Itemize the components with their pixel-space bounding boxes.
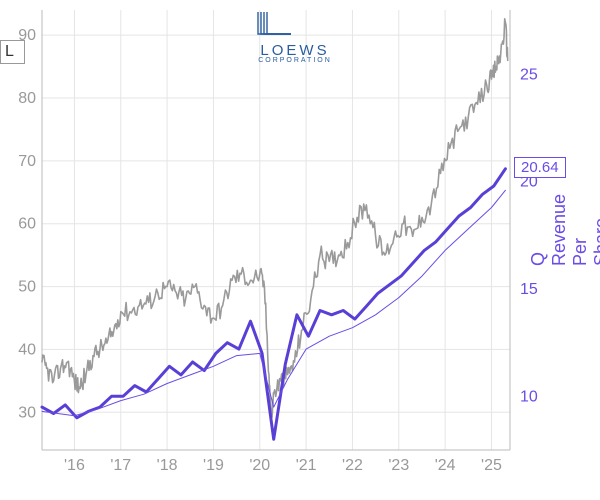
svg-text:25: 25 (520, 66, 538, 83)
svg-text:80: 80 (18, 90, 36, 107)
svg-text:'21: '21 (296, 457, 317, 474)
svg-text:30: 30 (18, 404, 36, 421)
svg-text:50: 50 (18, 279, 36, 296)
svg-text:70: 70 (18, 153, 36, 170)
logo: LOEWS CORPORATION (250, 8, 340, 64)
svg-text:'25: '25 (481, 457, 502, 474)
chart-container: 30405060708090'16'17'18'19'20'21'22'23'2… (0, 0, 600, 500)
svg-text:40: 40 (18, 341, 36, 358)
logo-icon (250, 8, 300, 42)
svg-text:'20: '20 (249, 457, 270, 474)
svg-text:'16: '16 (64, 457, 85, 474)
ticker-text: L (5, 43, 14, 60)
svg-text:60: 60 (18, 216, 36, 233)
svg-text:'22: '22 (342, 457, 363, 474)
svg-text:'17: '17 (110, 457, 131, 474)
svg-text:'24: '24 (435, 457, 456, 474)
chart-svg: 30405060708090'16'17'18'19'20'21'22'23'2… (0, 0, 600, 500)
svg-text:'18: '18 (157, 457, 178, 474)
svg-text:15: 15 (520, 281, 538, 298)
value-box: 20.64 (514, 157, 566, 178)
right-axis-label: Q Revenue Per Share (528, 194, 600, 266)
svg-text:'23: '23 (388, 457, 409, 474)
logo-sub: CORPORATION (250, 57, 340, 64)
svg-text:'19: '19 (203, 457, 224, 474)
right-axis-label-text: Q Revenue Per Share (528, 194, 600, 266)
svg-text:10: 10 (520, 388, 538, 405)
value-text: 20.64 (521, 159, 559, 176)
ticker-box: L (0, 40, 25, 64)
